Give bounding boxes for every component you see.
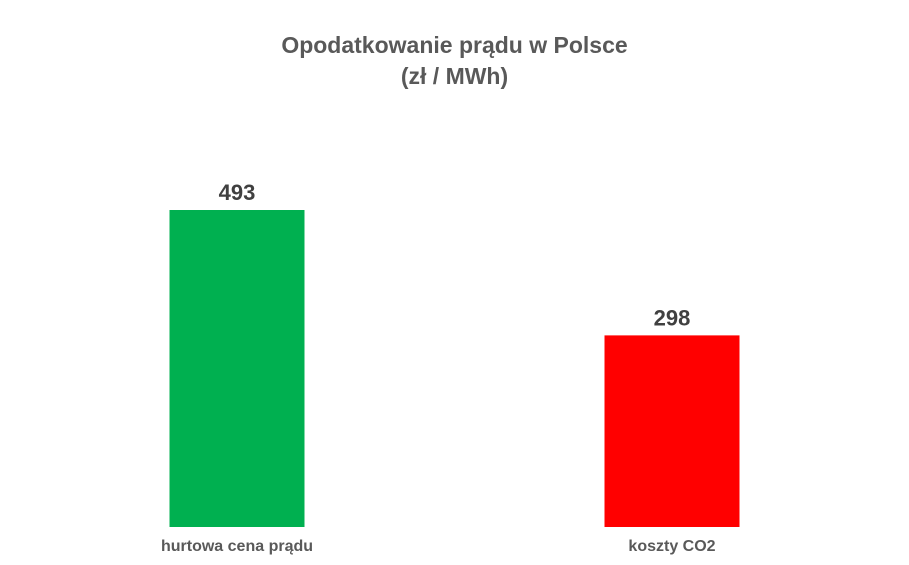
category-label-1: hurtowa cena prądu <box>161 538 313 555</box>
chart-subtitle: (zł / MWh) <box>400 63 509 89</box>
bar-2 <box>604 335 740 527</box>
category-label-2: koszty CO2 <box>628 538 715 555</box>
data-label-1: 493 <box>219 180 256 205</box>
data-label-2: 298 <box>654 305 691 330</box>
bar-1 <box>169 210 305 527</box>
chart-title: Opodatkowanie prądu w Polsce <box>281 32 628 58</box>
chart-title-block: Opodatkowanie prądu w Polsce (zł / MWh) <box>0 30 909 92</box>
